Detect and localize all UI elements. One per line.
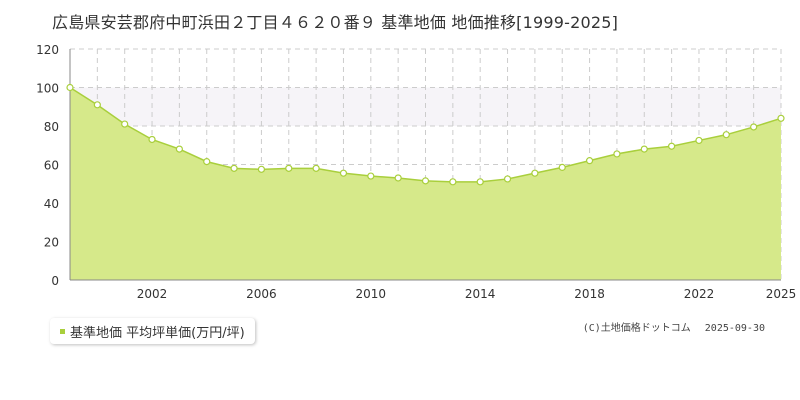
data-point bbox=[476, 178, 484, 186]
y-tick-label: 100 bbox=[36, 82, 59, 96]
y-tick-label: 60 bbox=[44, 159, 59, 173]
x-tick-label: 2025 bbox=[766, 287, 797, 301]
x-tick-label: 2010 bbox=[356, 287, 387, 301]
data-point bbox=[585, 157, 594, 165]
legend-label: 基準地価 平均坪単価(万円/坪) bbox=[70, 325, 245, 341]
credit-source: (C)土地価格ドットコム bbox=[582, 323, 691, 334]
x-tick-label: 2014 bbox=[465, 287, 496, 301]
data-point bbox=[367, 172, 375, 180]
data-point bbox=[175, 145, 183, 153]
data-point bbox=[613, 150, 621, 158]
chart-title: 広島県安芸郡府中町浜田２丁目４６２０番９ 基準地価 地価推移[1999-2025… bbox=[52, 13, 619, 32]
data-point bbox=[558, 163, 566, 171]
legend: 基準地価 平均坪単価(万円/坪) bbox=[50, 318, 255, 344]
credit-date: 2025-09-30 bbox=[704, 323, 765, 334]
x-tick-label: 2022 bbox=[684, 287, 715, 301]
data-point bbox=[93, 101, 101, 109]
data-point bbox=[148, 135, 156, 144]
data-point bbox=[339, 169, 348, 177]
data-point bbox=[203, 158, 211, 166]
data-point bbox=[312, 164, 320, 172]
data-point bbox=[257, 165, 266, 173]
x-tick-label: 2006 bbox=[246, 287, 277, 301]
y-tick-label: 80 bbox=[44, 120, 59, 134]
data-point bbox=[531, 169, 539, 177]
y-tick-label: 120 bbox=[36, 43, 59, 57]
data-point bbox=[777, 114, 785, 122]
data-point bbox=[121, 120, 129, 128]
x-tick-label: 2018 bbox=[574, 287, 605, 301]
y-tick-label: 20 bbox=[44, 236, 59, 250]
credit: (C)土地価格ドットコム 2025-09-30 bbox=[575, 319, 765, 334]
data-point bbox=[449, 178, 457, 186]
data-point bbox=[668, 142, 676, 150]
data-point bbox=[503, 175, 512, 183]
y-tick-label: 40 bbox=[44, 197, 59, 211]
data-point bbox=[421, 177, 430, 185]
data-point bbox=[285, 164, 293, 172]
legend-swatch bbox=[60, 328, 65, 334]
data-point bbox=[722, 131, 730, 139]
data-point bbox=[394, 174, 402, 182]
tick-labels: 0 20 40 60 80 100 120 2002 2006 2010 2014 2018 2022 2… bbox=[36, 43, 796, 301]
data-points bbox=[66, 83, 785, 186]
x-tick-label: 2002 bbox=[137, 287, 168, 301]
data-point bbox=[695, 136, 703, 145]
data-point bbox=[230, 164, 238, 172]
data-point bbox=[66, 83, 74, 92]
data-point bbox=[750, 123, 758, 131]
y-tick-label: 0 bbox=[51, 274, 59, 288]
data-point bbox=[640, 145, 648, 153]
